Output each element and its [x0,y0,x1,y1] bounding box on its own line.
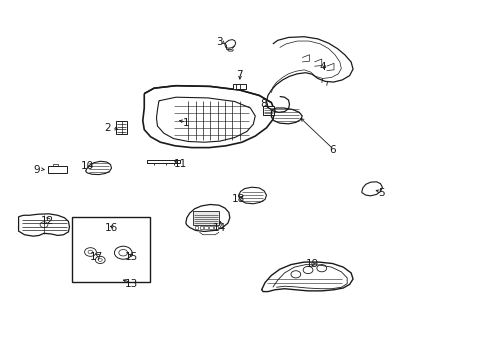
Bar [48,166,67,173]
Polygon shape [361,182,382,196]
Text: 10: 10 [81,161,93,171]
Bar [232,84,246,89]
Polygon shape [142,86,274,148]
Text: 2: 2 [104,123,111,133]
Text: 13: 13 [124,279,138,289]
Text: 16: 16 [104,222,118,233]
Text: 6: 6 [328,145,335,156]
Bar [263,106,273,115]
Text: 9: 9 [33,165,40,175]
Text: 12: 12 [41,216,55,226]
Text: 15: 15 [124,252,138,262]
Text: 4: 4 [319,62,325,72]
Text: 8: 8 [259,99,266,109]
Bar [116,121,127,134]
Bar [194,226,198,229]
Polygon shape [185,204,229,231]
Polygon shape [261,262,352,292]
Bar [199,226,203,229]
Polygon shape [19,214,69,236]
Polygon shape [266,37,352,112]
Text: 5: 5 [377,188,384,198]
Text: 3: 3 [215,37,222,48]
Bar [214,226,217,229]
Text: 11: 11 [173,159,186,169]
Text: 7: 7 [236,70,243,80]
Polygon shape [98,222,111,231]
Text: 14: 14 [212,222,225,233]
Text: 18: 18 [231,194,245,204]
Polygon shape [271,108,302,124]
Text: 17: 17 [90,252,103,262]
Polygon shape [238,187,266,204]
Text: 1: 1 [182,118,189,128]
Bar [72,217,149,282]
Bar [193,211,218,225]
Polygon shape [85,161,111,175]
Bar [204,226,207,229]
Bar [209,226,212,229]
Polygon shape [146,160,180,163]
Text: 19: 19 [305,258,318,269]
